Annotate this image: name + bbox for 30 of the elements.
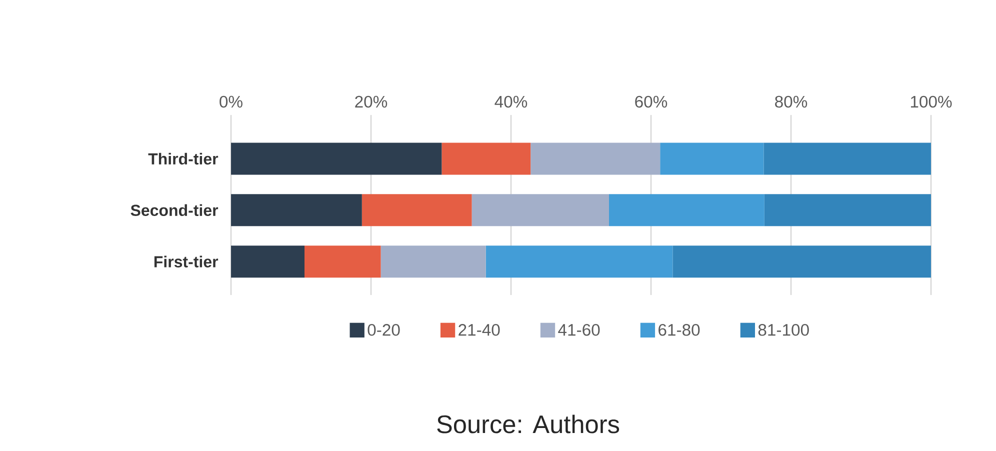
- x-tick-label: 100%: [910, 96, 952, 108]
- bar: [486, 246, 673, 278]
- bar: [304, 246, 381, 278]
- bar: [530, 142, 660, 175]
- y-tick-label: First-tier: [154, 256, 218, 268]
- legend-label: 0-20: [368, 324, 400, 336]
- bar: [660, 142, 764, 175]
- bar: [231, 246, 305, 278]
- legend-label: 61-80: [658, 324, 700, 336]
- y-tick-label: Third-tier: [148, 152, 218, 165]
- bar: [231, 194, 362, 226]
- x-tick-label: 0%: [220, 96, 242, 108]
- bar: [764, 194, 932, 226]
- bar: [609, 194, 764, 226]
- bar: [472, 194, 610, 226]
- x-tick-label: 80%: [775, 96, 808, 108]
- legend-label: 81-100: [758, 324, 809, 336]
- source-note: Source: Authors: [437, 414, 620, 434]
- x-tick-label: 40%: [494, 96, 528, 108]
- bar: [362, 194, 472, 226]
- y-tick-label: Second-tier: [130, 204, 218, 216]
- bar: [231, 142, 442, 175]
- legend-label: 41-60: [558, 324, 600, 336]
- bar: [764, 142, 932, 175]
- x-tick-label: 20%: [355, 96, 388, 108]
- x-tick-label: 60%: [635, 96, 668, 108]
- bar: [380, 246, 486, 278]
- bar: [672, 246, 932, 278]
- legend-label: 21-40: [458, 324, 500, 336]
- bar: [442, 142, 531, 175]
